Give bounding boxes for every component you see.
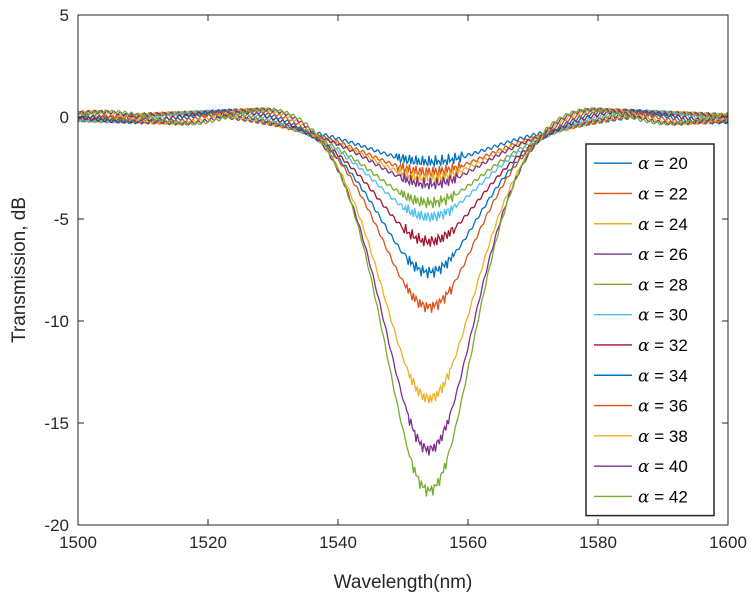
series-line-11 <box>78 107 728 456</box>
legend-entry-label: α = 38 <box>638 427 688 447</box>
legend-entry-label: α = 28 <box>638 275 688 295</box>
y-tick-label: -5 <box>54 210 69 229</box>
y-tick-label: 5 <box>60 6 69 25</box>
y-tick-label: 0 <box>60 108 69 127</box>
legend: α = 20 α = 22 α = 24 α = 26 α = 28 α = 30 α = … <box>585 143 715 517</box>
series-lines <box>78 106 728 497</box>
legend-entry-label: α = 24 <box>638 215 688 235</box>
legend-entry-label: α = 22 <box>638 184 688 204</box>
legend-entry-label: α = 30 <box>638 306 688 326</box>
x-axis-label: Wavelength(nm) <box>334 572 473 593</box>
y-axis-label: Transmission, dB <box>9 197 30 343</box>
legend-box <box>585 143 715 517</box>
legend-entry-label: α = 32 <box>638 336 688 356</box>
legend-entry-label: α = 34 <box>638 366 688 386</box>
x-tick-label: 1600 <box>709 533 747 552</box>
legend-entry-label: α = 26 <box>638 245 688 265</box>
x-tick-label: 1500 <box>59 533 97 552</box>
legend-entry-label: α = 36 <box>638 397 688 417</box>
legend-entry-label: α = 20 <box>638 154 688 174</box>
series-line-12 <box>78 106 728 497</box>
x-tick-label: 1540 <box>319 533 357 552</box>
x-tick-label: 1520 <box>189 533 227 552</box>
y-tick-label: -20 <box>44 516 69 535</box>
series-line-6 <box>78 108 728 222</box>
y-tick-label: -10 <box>44 312 69 331</box>
legend-entry-label: α = 42 <box>638 487 688 507</box>
x-tick-label: 1560 <box>449 533 487 552</box>
axis-ticks: 1500 1520 1540 1560 1580 1600 -20 -15 -10 -5 0 5 <box>44 6 746 552</box>
plot-frame <box>77 14 729 526</box>
legend-entry-label: α = 40 <box>638 457 688 477</box>
series-line-8 <box>78 108 728 279</box>
x-tick-label: 1580 <box>579 533 617 552</box>
y-tick-label: -15 <box>44 414 69 433</box>
